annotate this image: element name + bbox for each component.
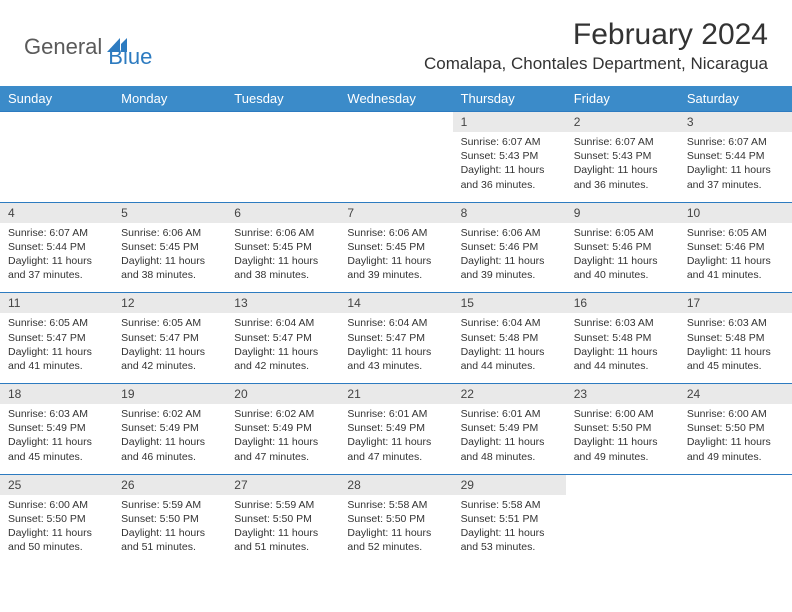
month-title: February 2024 xyxy=(424,18,768,52)
day-number-cell: 17 xyxy=(679,293,792,314)
day-number-row: 123 xyxy=(0,112,792,133)
day-name-saturday: Saturday xyxy=(679,86,792,112)
day-number-cell: 14 xyxy=(339,293,452,314)
day-name-wednesday: Wednesday xyxy=(339,86,452,112)
day-detail-cell: Sunrise: 6:04 AM Sunset: 5:47 PM Dayligh… xyxy=(226,313,339,383)
day-number-cell: 10 xyxy=(679,202,792,223)
day-number-cell xyxy=(226,112,339,133)
day-number-cell: 18 xyxy=(0,384,113,405)
day-detail-cell: Sunrise: 6:03 AM Sunset: 5:48 PM Dayligh… xyxy=(566,313,679,383)
day-number-cell: 22 xyxy=(453,384,566,405)
day-detail-cell: Sunrise: 6:04 AM Sunset: 5:47 PM Dayligh… xyxy=(339,313,452,383)
day-detail-cell: Sunrise: 6:05 AM Sunset: 5:46 PM Dayligh… xyxy=(566,223,679,293)
location-subtitle: Comalapa, Chontales Department, Nicaragu… xyxy=(424,54,768,74)
day-detail-cell: Sunrise: 6:07 AM Sunset: 5:44 PM Dayligh… xyxy=(0,223,113,293)
day-detail-cell: Sunrise: 5:59 AM Sunset: 5:50 PM Dayligh… xyxy=(113,495,226,565)
day-detail-cell xyxy=(566,495,679,565)
day-detail-cell: Sunrise: 6:05 AM Sunset: 5:46 PM Dayligh… xyxy=(679,223,792,293)
day-number-cell: 12 xyxy=(113,293,226,314)
day-number-cell: 13 xyxy=(226,293,339,314)
day-number-cell: 23 xyxy=(566,384,679,405)
page-header: General Blue February 2024 Comalapa, Cho… xyxy=(0,0,792,80)
day-detail-cell: Sunrise: 6:01 AM Sunset: 5:49 PM Dayligh… xyxy=(339,404,452,474)
calendar-table: Sunday Monday Tuesday Wednesday Thursday… xyxy=(0,86,792,564)
day-detail-cell: Sunrise: 6:06 AM Sunset: 5:45 PM Dayligh… xyxy=(339,223,452,293)
day-number-row: 2526272829 xyxy=(0,474,792,495)
day-number-cell xyxy=(0,112,113,133)
day-number-cell: 20 xyxy=(226,384,339,405)
day-detail-cell: Sunrise: 6:00 AM Sunset: 5:50 PM Dayligh… xyxy=(0,495,113,565)
day-number-cell: 2 xyxy=(566,112,679,133)
day-number-cell: 1 xyxy=(453,112,566,133)
day-number-cell: 27 xyxy=(226,474,339,495)
day-detail-cell: Sunrise: 6:00 AM Sunset: 5:50 PM Dayligh… xyxy=(566,404,679,474)
day-number-cell: 4 xyxy=(0,202,113,223)
day-number-cell: 24 xyxy=(679,384,792,405)
day-detail-cell: Sunrise: 6:05 AM Sunset: 5:47 PM Dayligh… xyxy=(113,313,226,383)
logo-text-1: General xyxy=(24,34,102,60)
day-number-row: 11121314151617 xyxy=(0,293,792,314)
day-number-cell: 3 xyxy=(679,112,792,133)
day-detail-row: Sunrise: 6:07 AM Sunset: 5:43 PM Dayligh… xyxy=(0,132,792,202)
day-number-cell: 8 xyxy=(453,202,566,223)
day-name-sunday: Sunday xyxy=(0,86,113,112)
day-names-row: Sunday Monday Tuesday Wednesday Thursday… xyxy=(0,86,792,112)
day-detail-row: Sunrise: 6:05 AM Sunset: 5:47 PM Dayligh… xyxy=(0,313,792,383)
day-detail-cell xyxy=(679,495,792,565)
day-number-cell: 19 xyxy=(113,384,226,405)
day-detail-cell: Sunrise: 6:03 AM Sunset: 5:49 PM Dayligh… xyxy=(0,404,113,474)
day-number-cell: 7 xyxy=(339,202,452,223)
day-detail-row: Sunrise: 6:07 AM Sunset: 5:44 PM Dayligh… xyxy=(0,223,792,293)
calendar-body: 123Sunrise: 6:07 AM Sunset: 5:43 PM Dayl… xyxy=(0,112,792,565)
day-detail-cell: Sunrise: 6:06 AM Sunset: 5:45 PM Dayligh… xyxy=(226,223,339,293)
day-number-cell: 16 xyxy=(566,293,679,314)
day-number-row: 18192021222324 xyxy=(0,384,792,405)
day-detail-cell: Sunrise: 6:03 AM Sunset: 5:48 PM Dayligh… xyxy=(679,313,792,383)
day-number-cell: 5 xyxy=(113,202,226,223)
day-detail-cell: Sunrise: 5:58 AM Sunset: 5:51 PM Dayligh… xyxy=(453,495,566,565)
day-number-cell xyxy=(566,474,679,495)
day-detail-cell: Sunrise: 6:01 AM Sunset: 5:49 PM Dayligh… xyxy=(453,404,566,474)
day-detail-cell: Sunrise: 6:07 AM Sunset: 5:44 PM Dayligh… xyxy=(679,132,792,202)
day-detail-cell: Sunrise: 5:59 AM Sunset: 5:50 PM Dayligh… xyxy=(226,495,339,565)
day-name-monday: Monday xyxy=(113,86,226,112)
day-number-cell: 29 xyxy=(453,474,566,495)
day-detail-cell: Sunrise: 6:06 AM Sunset: 5:45 PM Dayligh… xyxy=(113,223,226,293)
day-number-cell: 28 xyxy=(339,474,452,495)
day-name-tuesday: Tuesday xyxy=(226,86,339,112)
day-number-cell: 15 xyxy=(453,293,566,314)
day-detail-cell xyxy=(0,132,113,202)
day-number-cell xyxy=(113,112,226,133)
day-number-cell: 25 xyxy=(0,474,113,495)
day-detail-cell xyxy=(339,132,452,202)
day-number-cell xyxy=(679,474,792,495)
day-detail-cell: Sunrise: 6:07 AM Sunset: 5:43 PM Dayligh… xyxy=(566,132,679,202)
logo-text-2: Blue xyxy=(108,44,152,70)
day-detail-cell xyxy=(113,132,226,202)
day-detail-cell: Sunrise: 6:04 AM Sunset: 5:48 PM Dayligh… xyxy=(453,313,566,383)
day-detail-cell: Sunrise: 6:05 AM Sunset: 5:47 PM Dayligh… xyxy=(0,313,113,383)
day-number-cell: 9 xyxy=(566,202,679,223)
title-block: February 2024 Comalapa, Chontales Depart… xyxy=(424,18,768,74)
day-name-friday: Friday xyxy=(566,86,679,112)
day-detail-cell: Sunrise: 5:58 AM Sunset: 5:50 PM Dayligh… xyxy=(339,495,452,565)
day-number-cell: 26 xyxy=(113,474,226,495)
day-detail-cell: Sunrise: 6:06 AM Sunset: 5:46 PM Dayligh… xyxy=(453,223,566,293)
day-detail-cell: Sunrise: 6:00 AM Sunset: 5:50 PM Dayligh… xyxy=(679,404,792,474)
day-detail-row: Sunrise: 6:00 AM Sunset: 5:50 PM Dayligh… xyxy=(0,495,792,565)
day-number-cell xyxy=(339,112,452,133)
day-number-row: 45678910 xyxy=(0,202,792,223)
logo: General Blue xyxy=(24,24,152,70)
day-name-thursday: Thursday xyxy=(453,86,566,112)
day-detail-cell: Sunrise: 6:02 AM Sunset: 5:49 PM Dayligh… xyxy=(113,404,226,474)
day-detail-row: Sunrise: 6:03 AM Sunset: 5:49 PM Dayligh… xyxy=(0,404,792,474)
day-number-cell: 11 xyxy=(0,293,113,314)
day-detail-cell xyxy=(226,132,339,202)
day-detail-cell: Sunrise: 6:07 AM Sunset: 5:43 PM Dayligh… xyxy=(453,132,566,202)
day-detail-cell: Sunrise: 6:02 AM Sunset: 5:49 PM Dayligh… xyxy=(226,404,339,474)
day-number-cell: 6 xyxy=(226,202,339,223)
day-number-cell: 21 xyxy=(339,384,452,405)
